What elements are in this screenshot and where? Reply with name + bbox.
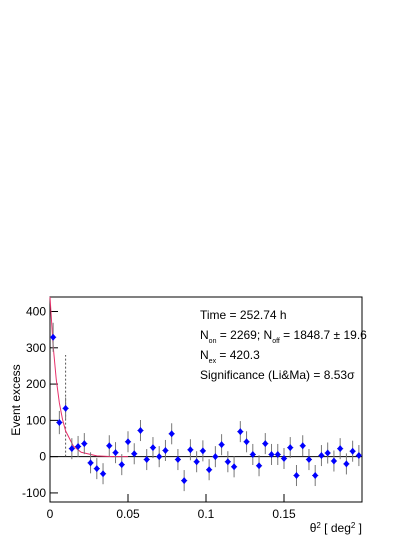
data-point [137, 427, 144, 435]
y-tick-label: 200 [26, 377, 46, 391]
data-point [212, 453, 219, 461]
fit-curve [49, 296, 128, 458]
x-axis-label-part: [ deg [321, 521, 351, 535]
annotation-part: N [200, 348, 209, 362]
data-point [131, 450, 138, 458]
data-point [56, 419, 63, 427]
x-tick-label: 0.05 [116, 507, 140, 521]
annotation: Significance (Li&Ma) = 8.53σ [200, 368, 355, 382]
data-point [281, 454, 287, 462]
y-tick-label: 300 [26, 341, 46, 355]
data-point [81, 440, 88, 448]
data-point [187, 446, 194, 454]
data-point [118, 461, 125, 469]
data-point [249, 450, 256, 458]
y-tick-label: -100 [22, 486, 46, 500]
data-point [324, 449, 331, 457]
data-point [162, 446, 169, 454]
annotation-part: = 2269; N [216, 328, 272, 342]
data-point [318, 452, 325, 460]
data-point [337, 445, 344, 453]
data-point [112, 449, 119, 457]
y-tick-label: 400 [26, 305, 46, 319]
data-point [143, 456, 150, 464]
data-point [262, 440, 269, 448]
x-axis-label: θ2 [ deg2 ] [310, 521, 362, 536]
data-point [156, 453, 163, 461]
data-point [268, 450, 275, 458]
x-axis-label-part: ] [355, 521, 362, 535]
annotation-part: ex [209, 358, 217, 365]
data-point [299, 442, 306, 450]
x-tick-label: 0 [47, 507, 54, 521]
data-point [349, 447, 356, 455]
data-point [193, 458, 200, 466]
annotation: Nex = 420.3 [200, 348, 260, 365]
data-point [125, 438, 131, 446]
data-point [231, 463, 238, 471]
data-point [87, 459, 94, 467]
data-point [330, 457, 337, 465]
data-point [199, 447, 206, 455]
y-tick-label: 100 [26, 413, 46, 427]
data-point [149, 444, 156, 452]
x-tick-label: 0.1 [198, 507, 215, 521]
x-axis-label-part: 2 [351, 521, 356, 530]
data-point [68, 445, 75, 453]
annotation: Time = 252.74 h [200, 308, 287, 322]
annotation-part: = 1848.7 ± 19.6 [280, 328, 367, 342]
data-point [100, 470, 107, 478]
data-point [50, 333, 57, 341]
data-point [237, 428, 244, 436]
data-point [62, 404, 69, 412]
data-point [181, 477, 188, 485]
data-point [93, 465, 100, 473]
y-axis-label: Event excess [9, 364, 23, 435]
annotation-part: on [209, 338, 217, 345]
data-point [305, 456, 312, 464]
annotation-part: Significance (Li&Ma) = 8.53σ [200, 368, 355, 382]
data-point [224, 458, 231, 466]
data-point [218, 441, 225, 449]
data-point [106, 442, 113, 450]
data-point [274, 450, 281, 458]
data-point [243, 438, 250, 446]
data-point [355, 452, 362, 460]
y-tick-label: 0 [39, 450, 46, 464]
x-tick-label: 0.15 [272, 507, 296, 521]
data-point [287, 444, 294, 452]
annotation-part: N [200, 328, 209, 342]
annotation-part: Time = 252.74 h [200, 308, 287, 322]
annotation-part: off [272, 338, 280, 345]
data-point [293, 472, 300, 480]
annotation-part: = 420.3 [216, 348, 260, 362]
data-point [168, 430, 175, 438]
data-point [312, 472, 319, 480]
data-point [343, 460, 350, 468]
data-point [174, 456, 181, 464]
data-point [75, 442, 82, 450]
annotation: Non = 2269; Noff = 1848.7 ± 19.6 [200, 328, 367, 345]
data-point [256, 462, 263, 470]
x-axis-label-part: 2 [316, 521, 321, 530]
data-point [206, 466, 213, 474]
x-axis-label-part: θ [310, 521, 317, 535]
